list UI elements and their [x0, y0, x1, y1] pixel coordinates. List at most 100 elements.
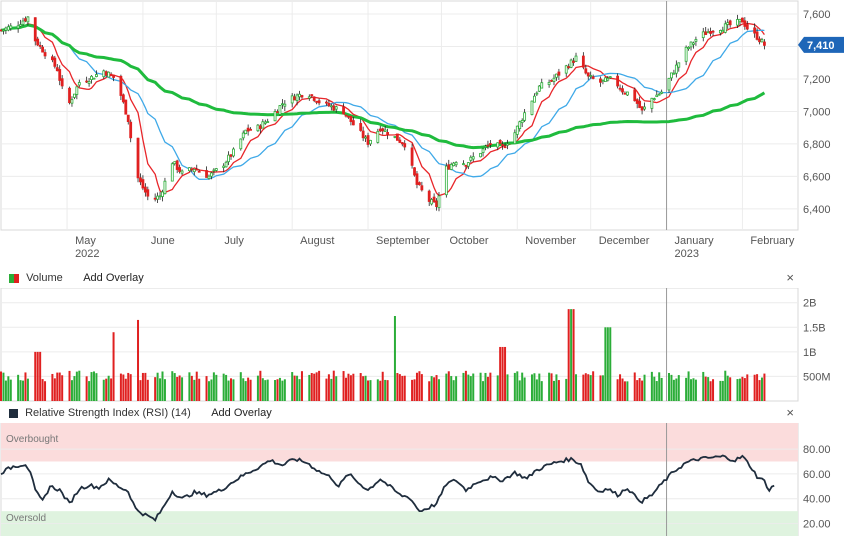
volume-bar [296, 375, 299, 401]
volume-bar [376, 379, 379, 401]
volume-bar [36, 351, 39, 401]
volume-bar [467, 374, 470, 401]
volume-bar [56, 372, 59, 401]
candle-body [745, 24, 749, 30]
candle-body [706, 31, 710, 34]
volume-bar [39, 351, 42, 401]
candle-body [650, 97, 654, 109]
candle-body [369, 139, 372, 145]
rsi-y-tick: 60.00 [803, 469, 831, 481]
volume-bar [643, 374, 646, 401]
candle-body [584, 68, 588, 74]
x-axis-month-label: June [151, 235, 175, 247]
candle-body [518, 121, 522, 129]
candle-body [207, 175, 211, 179]
volume-bar [702, 371, 705, 401]
candle-body [87, 80, 91, 84]
candle-body [638, 100, 642, 108]
candle-body [175, 160, 179, 170]
candle-body [361, 130, 365, 139]
volume-bar [655, 381, 658, 401]
volume-bar [190, 375, 193, 401]
x-axis-month-label: September [376, 235, 430, 247]
candle-body [479, 152, 482, 158]
volume-bar [501, 346, 504, 401]
candle-body [471, 156, 475, 160]
volume-bar [653, 376, 656, 401]
volume-bar [176, 376, 179, 401]
volume-bar [232, 379, 235, 401]
candle-body [33, 17, 37, 42]
x-axis-year-label: 2023 [675, 248, 699, 260]
volume-bar [636, 380, 639, 401]
volume-bar [92, 371, 95, 401]
candle-body [552, 77, 556, 82]
volume-bar [464, 370, 467, 401]
volume-bar [435, 375, 438, 401]
candle-body [327, 102, 331, 107]
volume-bar [736, 379, 739, 401]
volume-bar [17, 374, 20, 401]
volume-bar [758, 380, 761, 401]
candle-body [415, 173, 419, 185]
candle-body [349, 115, 353, 122]
volume-bar [364, 375, 367, 401]
volume-y-tick: 1.5B [803, 322, 826, 334]
volume-bar [146, 379, 149, 401]
rsi-swatch [9, 407, 21, 419]
volume-bar [709, 381, 712, 401]
x-axis-month-label: January [675, 235, 715, 247]
candle-body [623, 92, 627, 95]
candle-body [616, 75, 620, 87]
rsi-close-button[interactable]: × [786, 405, 794, 420]
candle-body [684, 46, 688, 62]
candle-body [188, 167, 191, 172]
volume-bar [599, 375, 602, 401]
candle-body [107, 71, 111, 78]
candle-body [537, 85, 541, 92]
volume-bar [677, 375, 680, 401]
candle-body [129, 121, 133, 139]
rsi-add-overlay-button[interactable]: Add Overlay [211, 407, 272, 419]
volume-bar [345, 377, 348, 401]
volume-bar [178, 375, 181, 401]
volume-bar [352, 373, 355, 401]
volume-bar [704, 376, 707, 401]
volume-chart[interactable]: 2B 1.5B 1B 500M [0, 288, 852, 402]
volume-bar [330, 378, 333, 401]
candle-body [758, 38, 761, 43]
volume-bar [195, 371, 198, 401]
candle-body [16, 25, 20, 29]
volume-bar [34, 351, 37, 401]
volume-bar [687, 371, 690, 401]
candle-body [9, 25, 13, 29]
volume-bar [719, 380, 722, 401]
volume-bar [555, 374, 558, 401]
volume-bar [332, 370, 335, 401]
volume-bar [259, 370, 262, 401]
price-y-tick: 7,200 [803, 74, 831, 86]
volume-close-button[interactable]: × [786, 270, 794, 285]
candle-body [449, 164, 453, 170]
candle-body [760, 39, 764, 43]
volume-bar [401, 375, 404, 401]
volume-bar [247, 377, 250, 401]
rsi-chart[interactable]: 80.00 60.00 40.00 20.00 Overbought Oversold [0, 423, 852, 536]
candle-body [743, 20, 747, 27]
candle-body [741, 17, 744, 23]
volume-bar [726, 375, 729, 401]
volume-bar [550, 373, 553, 401]
price-chart[interactable]: 7,6007,4007,2007,0006,8006,6006,400May20… [0, 0, 852, 268]
x-axis-year-label: 2022 [75, 248, 99, 260]
candle-body [161, 191, 164, 197]
volume-bar [540, 381, 543, 401]
volume-bar [171, 371, 174, 401]
volume-bar [198, 378, 201, 401]
volume-bar [205, 376, 208, 401]
last-price-tag [798, 36, 844, 53]
candle-body [523, 112, 527, 121]
candle-body [112, 74, 115, 78]
volume-bar [420, 374, 423, 401]
volume-add-overlay-button[interactable]: Add Overlay [83, 272, 144, 284]
volume-bar [291, 372, 294, 401]
